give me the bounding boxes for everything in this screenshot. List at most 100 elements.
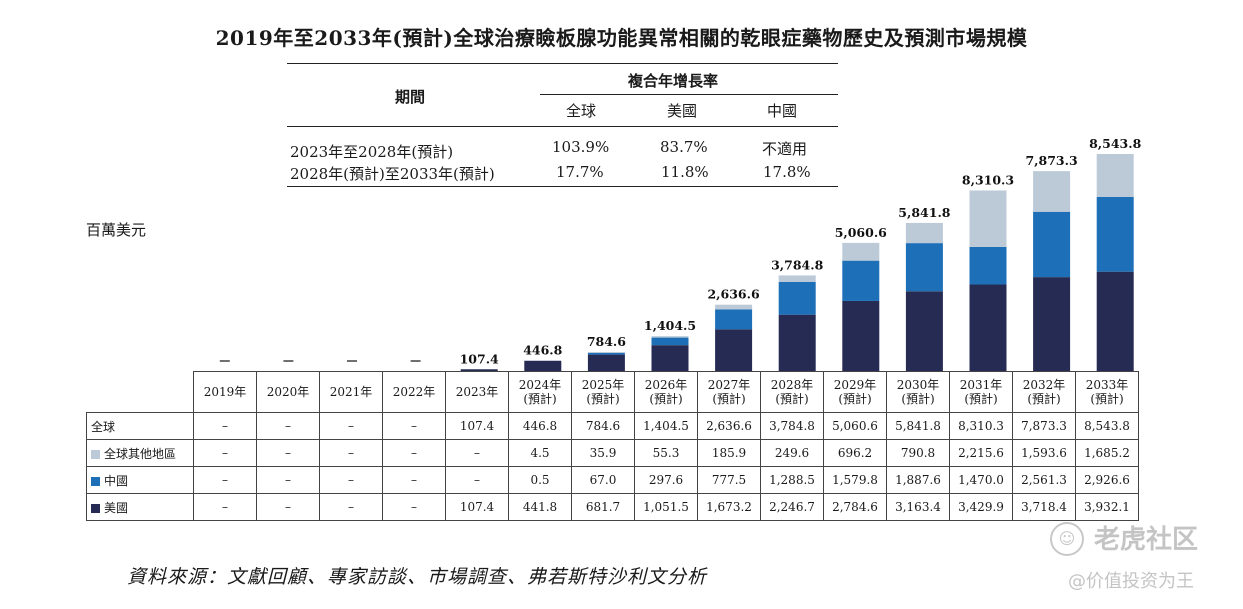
year-header-text: (預計) (1090, 392, 1124, 406)
table-value-cell: – (256, 493, 320, 521)
bar-segment-china (842, 260, 880, 301)
bar-segment-us (651, 345, 689, 372)
table-value-cell: 4.5 (508, 439, 572, 467)
unit-label: 百萬美元 (86, 221, 147, 239)
table-value-cell: 249.6 (760, 439, 824, 467)
table-value-cell: 784.6 (571, 412, 635, 440)
table-value-cell: – (256, 439, 320, 467)
bar-segment-us (524, 360, 562, 372)
bar-segment-rest-of-world (651, 336, 689, 338)
year-header-text: 2025年 (581, 378, 625, 392)
year-header-text: (預計) (964, 392, 998, 406)
table-value-cell: 8,310.3 (949, 412, 1013, 440)
table-value-cell: 681.7 (571, 493, 635, 521)
cagr-row1-global: 103.9% (552, 138, 610, 156)
bar-segment-rest-of-world (842, 242, 880, 261)
year-header-text: (預計) (649, 392, 683, 406)
year-header-text: 2033年 (1085, 378, 1129, 392)
year-header-cell: 2033年 (預計) (1075, 371, 1139, 413)
cagr-row2-period: 2028年(預計)至2033年(預計) (290, 165, 495, 183)
table-value-cell: 2,215.6 (949, 439, 1013, 467)
bar-segment-china (969, 246, 1007, 285)
year-header-cell: 2032年 (預計) (1012, 371, 1076, 413)
table-value-cell: – (382, 493, 446, 521)
stacked-bar-chart: 107.4 446.8 784.6 1,404.5 2,636.6 3,784.8 5,06… (206, 136, 1142, 372)
table-value-cell: 1,404.5 (634, 412, 698, 440)
year-header-cell: 2025年 (預計) (571, 371, 635, 413)
year-header-text: 2022年 (392, 385, 436, 399)
table-value-cell: 1,887.6 (886, 466, 950, 494)
watermark-handle: @价值投资为王 (1068, 571, 1194, 592)
bar-total-label: 5,060.6 (835, 225, 887, 240)
year-header-text: (預計) (1027, 392, 1061, 406)
table-value-cell: 777.5 (697, 466, 761, 494)
year-header-cell: 2026年 (預計) (634, 371, 698, 413)
year-header-cell: 2019年 (193, 371, 257, 413)
bar-segment-china (905, 243, 943, 292)
year-header-cell: 2023年 (445, 371, 509, 413)
row-label-rest-of-world: 全球其他地區 (86, 439, 194, 467)
year-header-cell: 2020年 (256, 371, 320, 413)
bar-segment-rest-of-world (587, 351, 625, 353)
bar-segment-rest-of-world (905, 222, 943, 244)
row-label-china: 中國 (86, 466, 194, 494)
year-header-text: 2023年 (455, 385, 499, 399)
bar-segment-rest-of-world (1033, 171, 1071, 212)
table-value-cell: – (382, 412, 446, 440)
row-label-text: 全球其他地區 (104, 446, 177, 461)
cagr-row2-us: 11.8% (661, 163, 709, 181)
table-corner-cell (86, 371, 194, 413)
bar-segment-us (778, 314, 816, 372)
year-header-cell: 2028年 (預計) (760, 371, 824, 413)
table-value-cell: – (193, 466, 257, 494)
bar-total-label: 5,841.8 (898, 205, 950, 220)
cagr-col-global: 全球 (566, 102, 597, 120)
table-value-cell: – (256, 466, 320, 494)
table-value-cell: 2,246.7 (760, 493, 824, 521)
bar-segment-china (587, 352, 625, 355)
table-value-cell: 790.8 (886, 439, 950, 467)
table-value-cell: 107.4 (445, 493, 509, 521)
cagr-table-bottom-rule (287, 186, 838, 187)
bar-segment-us (715, 329, 753, 372)
chart-title: 2019年至2033年(預計)全球治療瞼板腺功能異常相關的乾眼症藥物歷史及預測市… (215, 26, 1028, 50)
table-value-cell: 3,429.9 (949, 493, 1013, 521)
bar-segment-china (651, 337, 689, 346)
year-header-text: 2020年 (266, 385, 310, 399)
cagr-col-china: 中國 (767, 102, 798, 120)
year-header-cell: 2022年 (382, 371, 446, 413)
table-value-cell: 5,841.8 (886, 412, 950, 440)
table-header-row: 2019年 2020年 2021年 2022年 2023年 2024年 (預計) 2025年(… (86, 371, 1139, 413)
legend-swatch-china (91, 476, 100, 486)
year-header-text: (預計) (523, 392, 557, 406)
watermark-logo-icon: ☺ (1050, 522, 1084, 556)
bar-segment-china (1096, 196, 1134, 272)
table-value-cell: 185.9 (697, 439, 761, 467)
table-value-cell: – (445, 466, 509, 494)
bar-segment-china (778, 281, 816, 315)
bar-segment-rest-of-world (778, 275, 816, 282)
watermark-brand: 老虎社区 (1094, 525, 1199, 555)
bar-segment-rest-of-world (715, 304, 753, 310)
year-header-text: 2028年 (770, 378, 814, 392)
year-header-text: 2024年 (518, 378, 562, 392)
table-value-cell: 297.6 (634, 466, 698, 494)
row-label-text: 中國 (104, 473, 129, 488)
year-header-cell: 2029年 (預計) (823, 371, 887, 413)
table-row-china: 中國 – – – – –0.5 67.0 297.6 777.5 1,288.5 1,579.8 1,… (86, 466, 1139, 494)
table-value-cell: 1,685.2 (1075, 439, 1139, 467)
year-header-text: (預計) (712, 392, 746, 406)
bar-total-label: 2,636.6 (707, 287, 759, 302)
year-header-text: 2029年 (833, 378, 877, 392)
cagr-table-top-rule (287, 63, 838, 64)
cagr-row2-global: 17.7% (556, 163, 604, 181)
table-value-cell: 2,636.6 (697, 412, 761, 440)
table-value-cell: – (319, 412, 383, 440)
bar-segment-us (1096, 271, 1134, 372)
legend-swatch-rest-of-world (91, 449, 100, 459)
bar-segment-us (842, 300, 880, 372)
table-value-cell: 3,932.1 (1075, 493, 1139, 521)
row-label-text: 全球 (91, 419, 116, 434)
table-row-us: 美國 – – – –107.4 441.8 681.7 1,051.5 1,673.2 2,246… (86, 493, 1139, 521)
bar-segment-us (905, 291, 943, 372)
